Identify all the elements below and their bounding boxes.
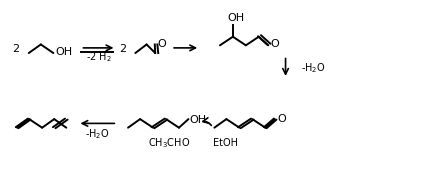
Text: 2: 2 xyxy=(119,44,126,54)
Text: OH: OH xyxy=(190,115,207,125)
Text: -2 H$_2$: -2 H$_2$ xyxy=(86,50,111,64)
Text: O: O xyxy=(270,39,279,49)
Text: -H$_2$O: -H$_2$O xyxy=(301,61,325,75)
Text: EtOH: EtOH xyxy=(213,138,238,148)
Text: OH: OH xyxy=(227,13,245,23)
Text: CH$_3$CHO: CH$_3$CHO xyxy=(148,136,190,150)
Text: 2: 2 xyxy=(12,44,19,54)
Text: O: O xyxy=(277,114,286,124)
Text: O: O xyxy=(157,39,166,49)
Text: OH: OH xyxy=(55,47,72,57)
Text: -H$_2$O: -H$_2$O xyxy=(85,127,110,141)
